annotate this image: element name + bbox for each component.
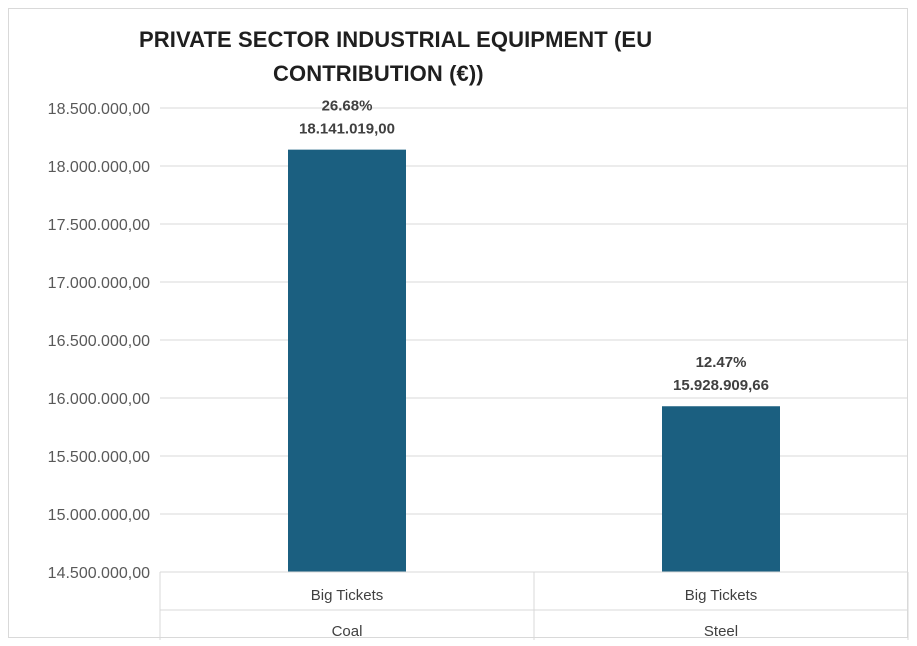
y-tick-label: 16.000.000,00 [48, 391, 150, 408]
category-group-label: Big Tickets [311, 587, 384, 604]
bar-coal [288, 149, 406, 573]
y-tick-label: 18.500.000,00 [48, 101, 150, 118]
value-label: 18.141.019,00 [299, 121, 395, 138]
data-labels: 26.68% 18.141.019,00 12.47% 15.928.909,66 [299, 98, 769, 395]
category-group-label: Big Tickets [685, 587, 758, 604]
y-tick-label: 15.500.000,00 [48, 449, 150, 466]
y-tick-label: 17.000.000,00 [48, 275, 150, 292]
y-tick-label: 15.000.000,00 [48, 507, 150, 524]
y-axis: 14.500.000,00 15.000.000,00 15.500.000,00 1… [48, 101, 150, 582]
y-tick-label: 16.500.000,00 [48, 333, 150, 350]
y-tick-label: 18.000.000,00 [48, 159, 150, 176]
category-label: Steel [704, 623, 738, 640]
y-tick-label: 17.500.000,00 [48, 217, 150, 234]
percent-label: 26.68% [322, 98, 373, 115]
y-tick-label: 14.500.000,00 [48, 565, 150, 582]
gridlines [160, 107, 908, 515]
percent-label: 12.47% [696, 354, 747, 371]
x-axis: Big Tickets Coal Big Tickets Steel [159, 571, 909, 640]
value-label: 15.928.909,66 [673, 377, 769, 394]
bar-steel [662, 406, 780, 572]
bars [288, 149, 780, 573]
category-label: Coal [332, 623, 363, 640]
